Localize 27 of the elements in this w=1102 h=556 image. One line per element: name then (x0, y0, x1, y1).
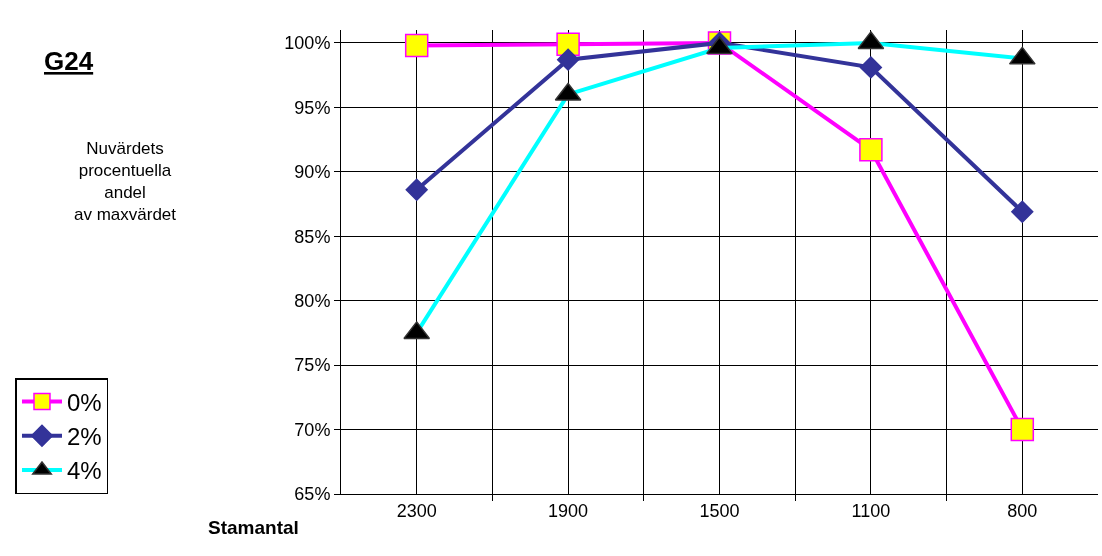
point (1011, 200, 1034, 223)
text: Nuvärdets procentuella andel av maxvärdet (74, 139, 177, 225)
point (404, 33, 429, 58)
legend-label: 0% (66, 388, 102, 416)
y-tick-label: 65% (294, 484, 331, 505)
text: G24 (44, 46, 94, 76)
x-tick-label: 2300 (396, 500, 437, 521)
legend-label: 4% (66, 457, 102, 485)
point (1010, 417, 1035, 442)
x-tick-label: 1100 (851, 500, 891, 521)
point (556, 32, 580, 56)
x-tick-label: 800 (1007, 500, 1038, 521)
y-tick-label: 100% (284, 33, 331, 54)
y-tick-label: 95% (294, 97, 331, 118)
x-tick-label: 1900 (548, 500, 589, 521)
point (556, 48, 580, 71)
y-tick-label: 85% (294, 226, 331, 247)
y-tick-label: 90% (294, 162, 331, 183)
y-tick-label: 80% (294, 290, 331, 311)
point (859, 138, 883, 162)
point (405, 178, 428, 201)
legend-label: 2% (66, 423, 102, 451)
y-tick-label: 75% (294, 355, 331, 376)
y-tick-label: 70% (294, 419, 331, 440)
x-axis-title: Stamantal (208, 517, 299, 538)
point (859, 56, 883, 79)
x-tick-label: 1500 (699, 500, 740, 521)
